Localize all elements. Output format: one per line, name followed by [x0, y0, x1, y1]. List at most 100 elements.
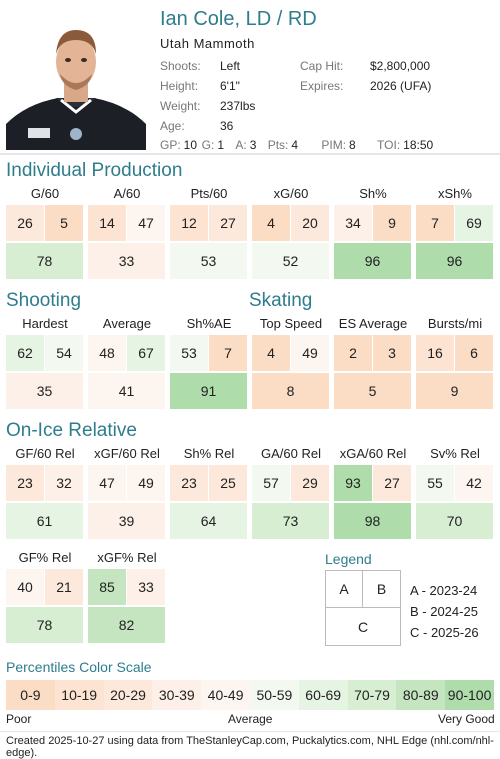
stat-label-pts-60: Pts/60	[190, 186, 228, 201]
player-info-left: Shoots: Left Height: 6'1" Weight: 237lbs Ag…	[160, 56, 255, 136]
legend-line-a: A - 2023-24	[410, 583, 478, 598]
gp-label: GP:	[160, 138, 181, 152]
stat-label-a-60: A/60	[113, 186, 141, 201]
weight-value: 237lbs	[220, 99, 256, 113]
legend-cell-b: B	[363, 571, 400, 608]
height-value: 6'1"	[220, 79, 240, 93]
stat-cell-c-xga-60-rel: 98	[334, 503, 411, 539]
stat-cell-c-ga-60-rel: 73	[252, 503, 329, 539]
stat-cell-b-gf-rel: 21	[45, 569, 83, 605]
age-label: Age:	[160, 119, 185, 133]
g-label: G:	[201, 138, 215, 152]
stat-label-g-60: G/60	[30, 186, 60, 201]
stat-label-gf-60-rel: GF/60 Rel	[15, 446, 75, 461]
pim-value: 8	[349, 138, 356, 152]
footer-divider	[0, 731, 500, 732]
stat-cell-b-a-60: 47	[127, 205, 165, 241]
shoots-label: Shoots:	[160, 59, 201, 73]
shoots-value: Left	[220, 59, 241, 73]
legend-key: A - 2023-24 B - 2024-25 C - 2025-26	[410, 580, 479, 643]
stat-cell-a-sv-rel: 55	[416, 465, 454, 501]
section-individual-production: Individual Production	[6, 160, 183, 181]
g-value: 1	[217, 138, 225, 152]
stat-label-sv-rel: Sv% Rel	[430, 446, 480, 461]
cap-hit-value: $2,800,000	[370, 59, 431, 73]
scale-very-good-label: Very Good	[438, 712, 495, 726]
stat-cell-c-es-average: 5	[334, 373, 411, 409]
age-value: 36	[220, 119, 234, 133]
gp-value: 10	[183, 138, 198, 152]
player-title: Ian Cole, LD / RD	[160, 8, 317, 30]
legend-line-b: B - 2024-25	[410, 604, 478, 619]
scale-band: 30-39	[152, 680, 202, 710]
scale-band: 70-79	[347, 680, 397, 710]
stat-label-es-average: ES Average	[338, 316, 408, 331]
pts-value: 4	[291, 138, 299, 152]
scale-average-label: Average	[228, 712, 273, 726]
stat-cell-b-bursts-mi: 6	[455, 335, 493, 371]
expires-value: 2026 (UFA)	[370, 79, 432, 93]
stat-cell-b-xg-60: 20	[291, 205, 329, 241]
stat-cell-c-g-60: 78	[6, 243, 83, 279]
a-value: 3	[249, 138, 257, 152]
stat-label-sh-ae: Sh%AE	[186, 316, 232, 331]
stat-cell-c-sh: 96	[334, 243, 411, 279]
scale-band: 90-100	[445, 680, 494, 710]
stat-cell-a-sh-ae: 53	[170, 335, 208, 371]
stat-cell-b-top-speed: 49	[291, 335, 329, 371]
season-stats-line: GP: 10 G: 1 A: 3 Pts: 4 PIM: 8 TOI: 18:50	[160, 138, 433, 152]
stat-label-xgf-rel: xGF% Rel	[97, 550, 157, 565]
section-on-ice-relative: On-Ice Relative	[6, 420, 137, 441]
scale-band: 10-19	[54, 680, 104, 710]
legend-cell-a: A	[326, 571, 363, 608]
legend-line-c: C - 2025-26	[410, 625, 479, 640]
stat-cell-a-hardest: 62	[6, 335, 44, 371]
expires-label: Expires:	[300, 79, 344, 93]
cap-hit-label: Cap Hit:	[300, 59, 344, 73]
stat-cell-b-xga-60-rel: 27	[373, 465, 411, 501]
stat-cell-c-xgf-60-rel: 39	[88, 503, 165, 539]
legend-cell-c: C	[357, 618, 369, 635]
stat-cell-b-ga-60-rel: 29	[291, 465, 329, 501]
a-label: A:	[235, 138, 247, 152]
toi-label: TOI:	[377, 138, 401, 152]
stat-cell-a-top-speed: 4	[252, 335, 290, 371]
legend-title: Legend	[325, 551, 372, 567]
scale-band: 40-49	[201, 680, 250, 710]
stat-cell-b-xgf-rel: 33	[127, 569, 165, 605]
stat-label-average: Average	[102, 316, 152, 331]
stat-cell-c-sh-rel: 64	[170, 503, 247, 539]
stat-label-sh: Sh%	[359, 186, 387, 201]
stat-cell-c-pts-60: 53	[170, 243, 247, 279]
scale-title: Percentiles Color Scale	[6, 659, 152, 675]
stat-cell-c-xgf-rel: 82	[88, 607, 165, 643]
stat-cell-b-sh: 9	[373, 205, 411, 241]
stat-cell-b-average: 67	[127, 335, 165, 371]
stat-cell-b-es-average: 3	[373, 335, 411, 371]
pts-label: Pts:	[267, 138, 289, 152]
player-photo	[6, 16, 146, 150]
stat-cell-a-bursts-mi: 16	[416, 335, 454, 371]
stat-cell-b-sv-rel: 42	[455, 465, 493, 501]
scale-band: 80-89	[396, 680, 446, 710]
pim-label: PIM:	[321, 138, 347, 152]
stat-label-ga-60-rel: GA/60 Rel	[261, 446, 321, 461]
stat-cell-c-gf-60-rel: 61	[6, 503, 83, 539]
footer-credit: Created 2025-10-27 using data from TheSt…	[6, 735, 494, 759]
stat-cell-b-gf-60-rel: 32	[45, 465, 83, 501]
header-divider	[0, 153, 500, 155]
stat-cell-a-g-60: 26	[6, 205, 44, 241]
stat-label-sh-rel: Sh% Rel	[183, 446, 235, 461]
stat-label-xga-60-rel: xGA/60 Rel	[339, 446, 407, 461]
stat-cell-a-xga-60-rel: 93	[334, 465, 372, 501]
scale-band: 20-29	[103, 680, 153, 710]
scale-band: 50-59	[250, 680, 299, 710]
stat-label-gf-rel: GF% Rel	[18, 550, 72, 565]
stat-cell-a-es-average: 2	[334, 335, 372, 371]
stat-cell-c-top-speed: 8	[252, 373, 329, 409]
stat-cell-b-hardest: 54	[45, 335, 83, 371]
stat-cell-c-sv-rel: 70	[416, 503, 493, 539]
stat-cell-c-hardest: 35	[6, 373, 83, 409]
scale-band: 60-69	[298, 680, 348, 710]
stat-cell-c-bursts-mi: 9	[416, 373, 493, 409]
